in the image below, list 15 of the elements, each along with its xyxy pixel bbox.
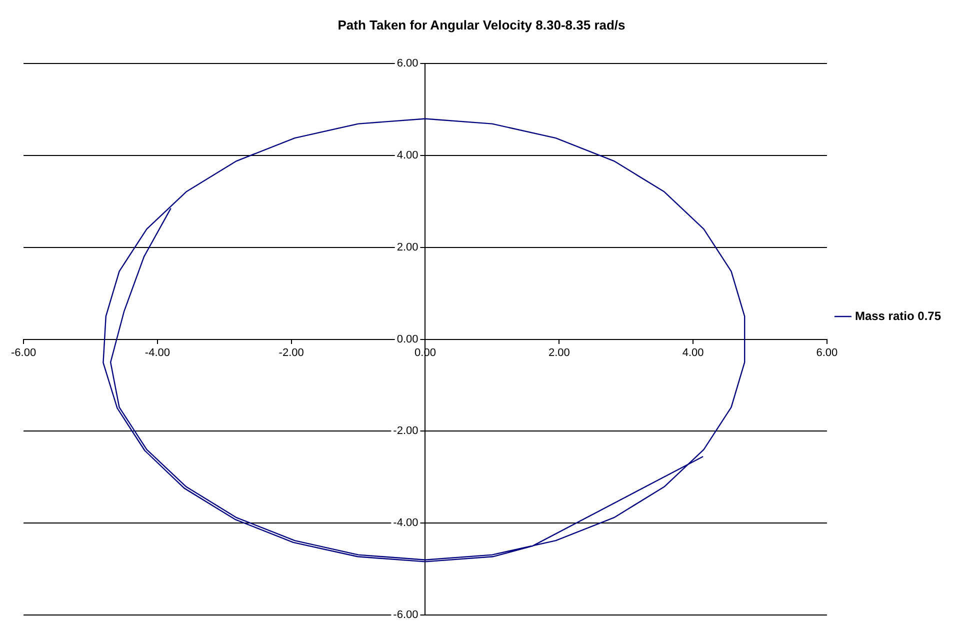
x-tick-label: -4.00 (144, 346, 170, 359)
x-tick-label: 4.00 (682, 346, 704, 359)
x-tick-label: 6.00 (816, 346, 838, 359)
y-tick-label: 0.00 (396, 333, 418, 346)
y-tick-label: 6.00 (396, 58, 418, 70)
y-tick-label: 4.00 (396, 150, 418, 162)
y-tick-label: 2.00 (396, 241, 418, 254)
y-tick-label: -2.00 (393, 425, 418, 438)
x-tick-label: -6.00 (10, 346, 36, 359)
x-tick-label: -2.00 (278, 346, 304, 359)
y-tick-label: -6.00 (393, 609, 418, 622)
legend-label: Mass ratio 0.75 (854, 308, 942, 323)
y-tick-label: -4.00 (393, 517, 418, 530)
x-tick-label: 2.00 (548, 346, 570, 359)
chart-title: Path Taken for Angular Velocity 8.30-8.35 rad/s (338, 17, 626, 32)
